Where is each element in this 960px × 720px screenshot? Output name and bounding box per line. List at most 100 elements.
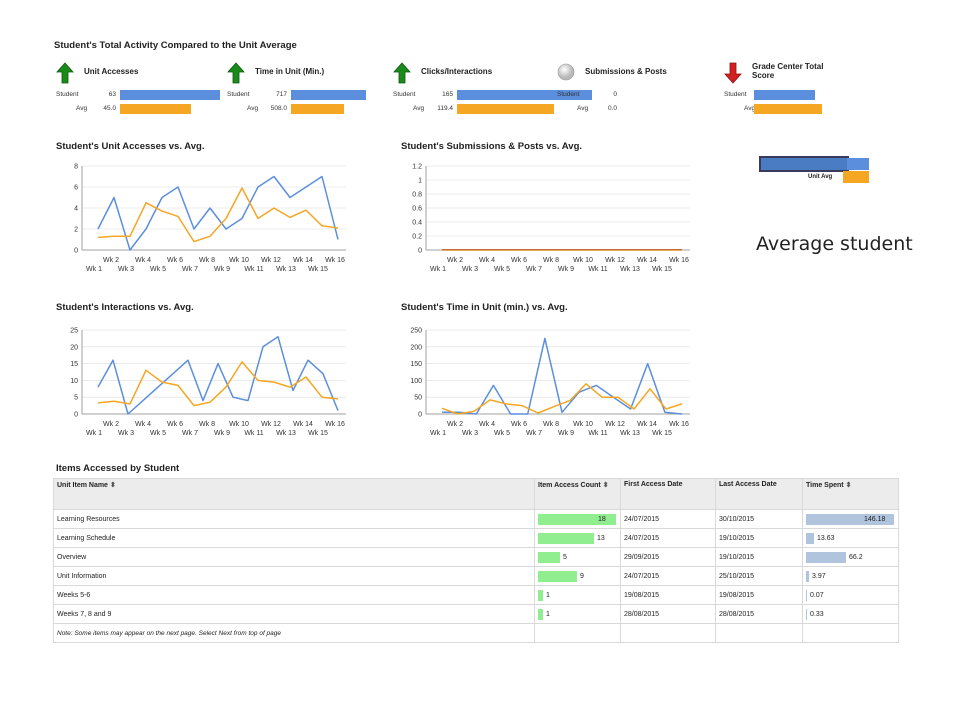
y-tick-label: 0 xyxy=(418,248,422,255)
y-tick-label: 5 xyxy=(74,395,78,402)
x-tick-label: Wk 5 xyxy=(150,430,166,437)
item-name[interactable]: Overview xyxy=(53,547,535,567)
last-access-date: 19/08/2015 xyxy=(715,585,803,605)
x-tick-label: Wk 13 xyxy=(276,430,296,437)
x-tick-label: Wk 9 xyxy=(214,266,230,273)
sort-icon[interactable]: ⬍ xyxy=(845,482,852,489)
access-count-bar xyxy=(538,589,543,601)
time-spent-value: 66.2 xyxy=(849,553,863,561)
metric-row-label-student: Student xyxy=(56,91,79,98)
table-row[interactable]: Unit Information 9 24/07/2015 25/10/2015 3.9… xyxy=(53,566,899,586)
x-tick-label: Wk 10 xyxy=(229,421,249,428)
x-tick-label: Wk 8 xyxy=(199,257,215,264)
x-tick-label: Wk 15 xyxy=(652,266,672,273)
average-student-caption: Average student xyxy=(756,233,913,255)
x-tick-label: Wk 1 xyxy=(86,430,102,437)
item-name[interactable]: Weeks 7, 8 and 9 xyxy=(53,604,535,624)
col-header-last-access[interactable]: Last Access Date xyxy=(715,478,803,510)
x-tick-label: Wk 12 xyxy=(605,257,625,264)
x-tick-label: Wk 2 xyxy=(103,421,119,428)
x-tick-label: Wk 11 xyxy=(244,430,263,437)
metric-row-label-avg: Avg xyxy=(413,105,425,112)
x-tick-label: Wk 11 xyxy=(588,430,607,437)
x-tick-label: Wk 3 xyxy=(118,430,134,437)
item-name[interactable]: Learning Resources xyxy=(53,509,535,529)
x-tick-label: Wk 11 xyxy=(588,266,607,273)
red-down-arrow-icon xyxy=(724,62,742,89)
student-series-line xyxy=(442,337,683,415)
col-header-unit-item-name[interactable]: Unit Item Name ⬍ xyxy=(53,478,535,510)
item-name[interactable]: Learning Schedule xyxy=(53,528,535,548)
time-spent-cell: 146.18 xyxy=(802,509,899,529)
x-tick-label: Wk 12 xyxy=(261,257,281,264)
sort-icon[interactable]: ⬍ xyxy=(602,482,609,489)
access-count-bar xyxy=(538,608,543,620)
y-tick-label: 100 xyxy=(410,378,422,385)
x-tick-label: Wk 13 xyxy=(620,430,640,437)
item-name[interactable]: Weeks 5-6 xyxy=(53,585,535,605)
green-up-arrow-icon xyxy=(227,62,245,89)
metric-bar-avg xyxy=(457,104,554,114)
sort-icon[interactable]: ⬍ xyxy=(109,482,116,489)
green-up-arrow-icon xyxy=(393,62,411,89)
y-tick-label: 250 xyxy=(410,328,422,335)
col-header-time-spent[interactable]: Time Spent ⬍ xyxy=(802,478,899,510)
table-row[interactable]: Learning Resources 18 24/07/2015 30/10/2015… xyxy=(53,509,899,529)
access-count-cell: 5 xyxy=(534,547,621,567)
access-count-bar xyxy=(538,513,616,525)
x-tick-label: Wk 2 xyxy=(447,421,463,428)
student-series-line xyxy=(97,335,339,415)
item-name[interactable]: Unit Information xyxy=(53,566,535,586)
x-tick-label: Wk 8 xyxy=(543,257,559,264)
avg-series-line xyxy=(97,361,339,407)
metric-value-avg: 508.0 xyxy=(270,105,287,112)
col-header-access-count[interactable]: Item Access Count ⬍ xyxy=(534,478,621,510)
x-tick-label: Wk 13 xyxy=(620,266,640,273)
x-tick-label: Wk 9 xyxy=(214,430,230,437)
time-spent-bar xyxy=(806,532,814,544)
x-tick-label: Wk 4 xyxy=(479,257,495,264)
access-count-bar xyxy=(538,532,594,544)
time-spent-cell: 0.33 xyxy=(802,604,899,624)
table-row[interactable]: Weeks 7, 8 and 9 1 28/08/2015 28/08/2015 0.3… xyxy=(53,604,899,624)
metric-bar-avg xyxy=(120,104,191,114)
grey-circle-icon xyxy=(557,62,575,89)
metric-value-student: 165 xyxy=(442,91,453,98)
unit-accesses-chart: 0 2 4 6 8 Wk 1 Wk 3 Wk 5 Wk 7 Wk 9 Wk 11 Wk 13 Wk 15… xyxy=(74,164,346,273)
time-spent-value: 0.07 xyxy=(810,591,824,599)
time-spent-bar xyxy=(806,589,807,601)
metric-row-label-avg: Avg xyxy=(247,105,259,112)
x-tick-label: Wk 16 xyxy=(669,421,689,428)
time-spent-bar xyxy=(806,570,809,582)
x-tick-label: Wk 15 xyxy=(308,430,328,437)
table-row[interactable]: Overview 5 29/09/2015 19/10/2015 66.2 xyxy=(53,547,899,567)
x-tick-label: Wk 15 xyxy=(308,266,328,273)
access-count-value: 5 xyxy=(563,553,567,561)
x-tick-label: Wk 15 xyxy=(652,430,672,437)
y-tick-label: 150 xyxy=(410,361,422,368)
table-row[interactable]: Weeks 5-6 1 19/08/2015 19/08/2015 0.07 xyxy=(53,585,899,605)
x-tick-label: Wk 6 xyxy=(167,421,183,428)
metric-label: Grade Center Total Score xyxy=(752,62,824,80)
x-tick-label: Wk 5 xyxy=(150,266,166,273)
access-count-cell: 1 xyxy=(534,604,621,624)
y-tick-label: 0 xyxy=(74,412,78,419)
student-legend-swatch xyxy=(759,156,849,172)
metric-value-student: 717 xyxy=(276,91,287,98)
x-tick-label: Wk 6 xyxy=(167,257,183,264)
time-spent-cell: 0.07 xyxy=(802,585,899,605)
y-tick-label: 6 xyxy=(74,185,78,192)
time-spent-cell: 66.2 xyxy=(802,547,899,567)
table-row[interactable]: Learning Schedule 13 24/07/2015 19/10/2015 1… xyxy=(53,528,899,548)
chart-title-interactions: Student's Interactions vs. Avg. xyxy=(56,302,194,313)
x-tick-label: Wk 7 xyxy=(526,430,542,437)
chart-title-submissions: Student's Submissions & Posts vs. Avg. xyxy=(401,141,583,152)
x-tick-label: Wk 12 xyxy=(261,421,281,428)
x-tick-label: Wk 10 xyxy=(573,421,593,428)
metric-bar-student xyxy=(120,90,220,100)
first-access-date: 24/07/2015 xyxy=(620,528,716,548)
metric-value-avg: 119.4 xyxy=(437,105,453,112)
col-header-first-access[interactable]: First Access Date xyxy=(620,478,716,510)
x-tick-label: Wk 8 xyxy=(543,421,559,428)
green-up-arrow-icon xyxy=(56,62,74,89)
